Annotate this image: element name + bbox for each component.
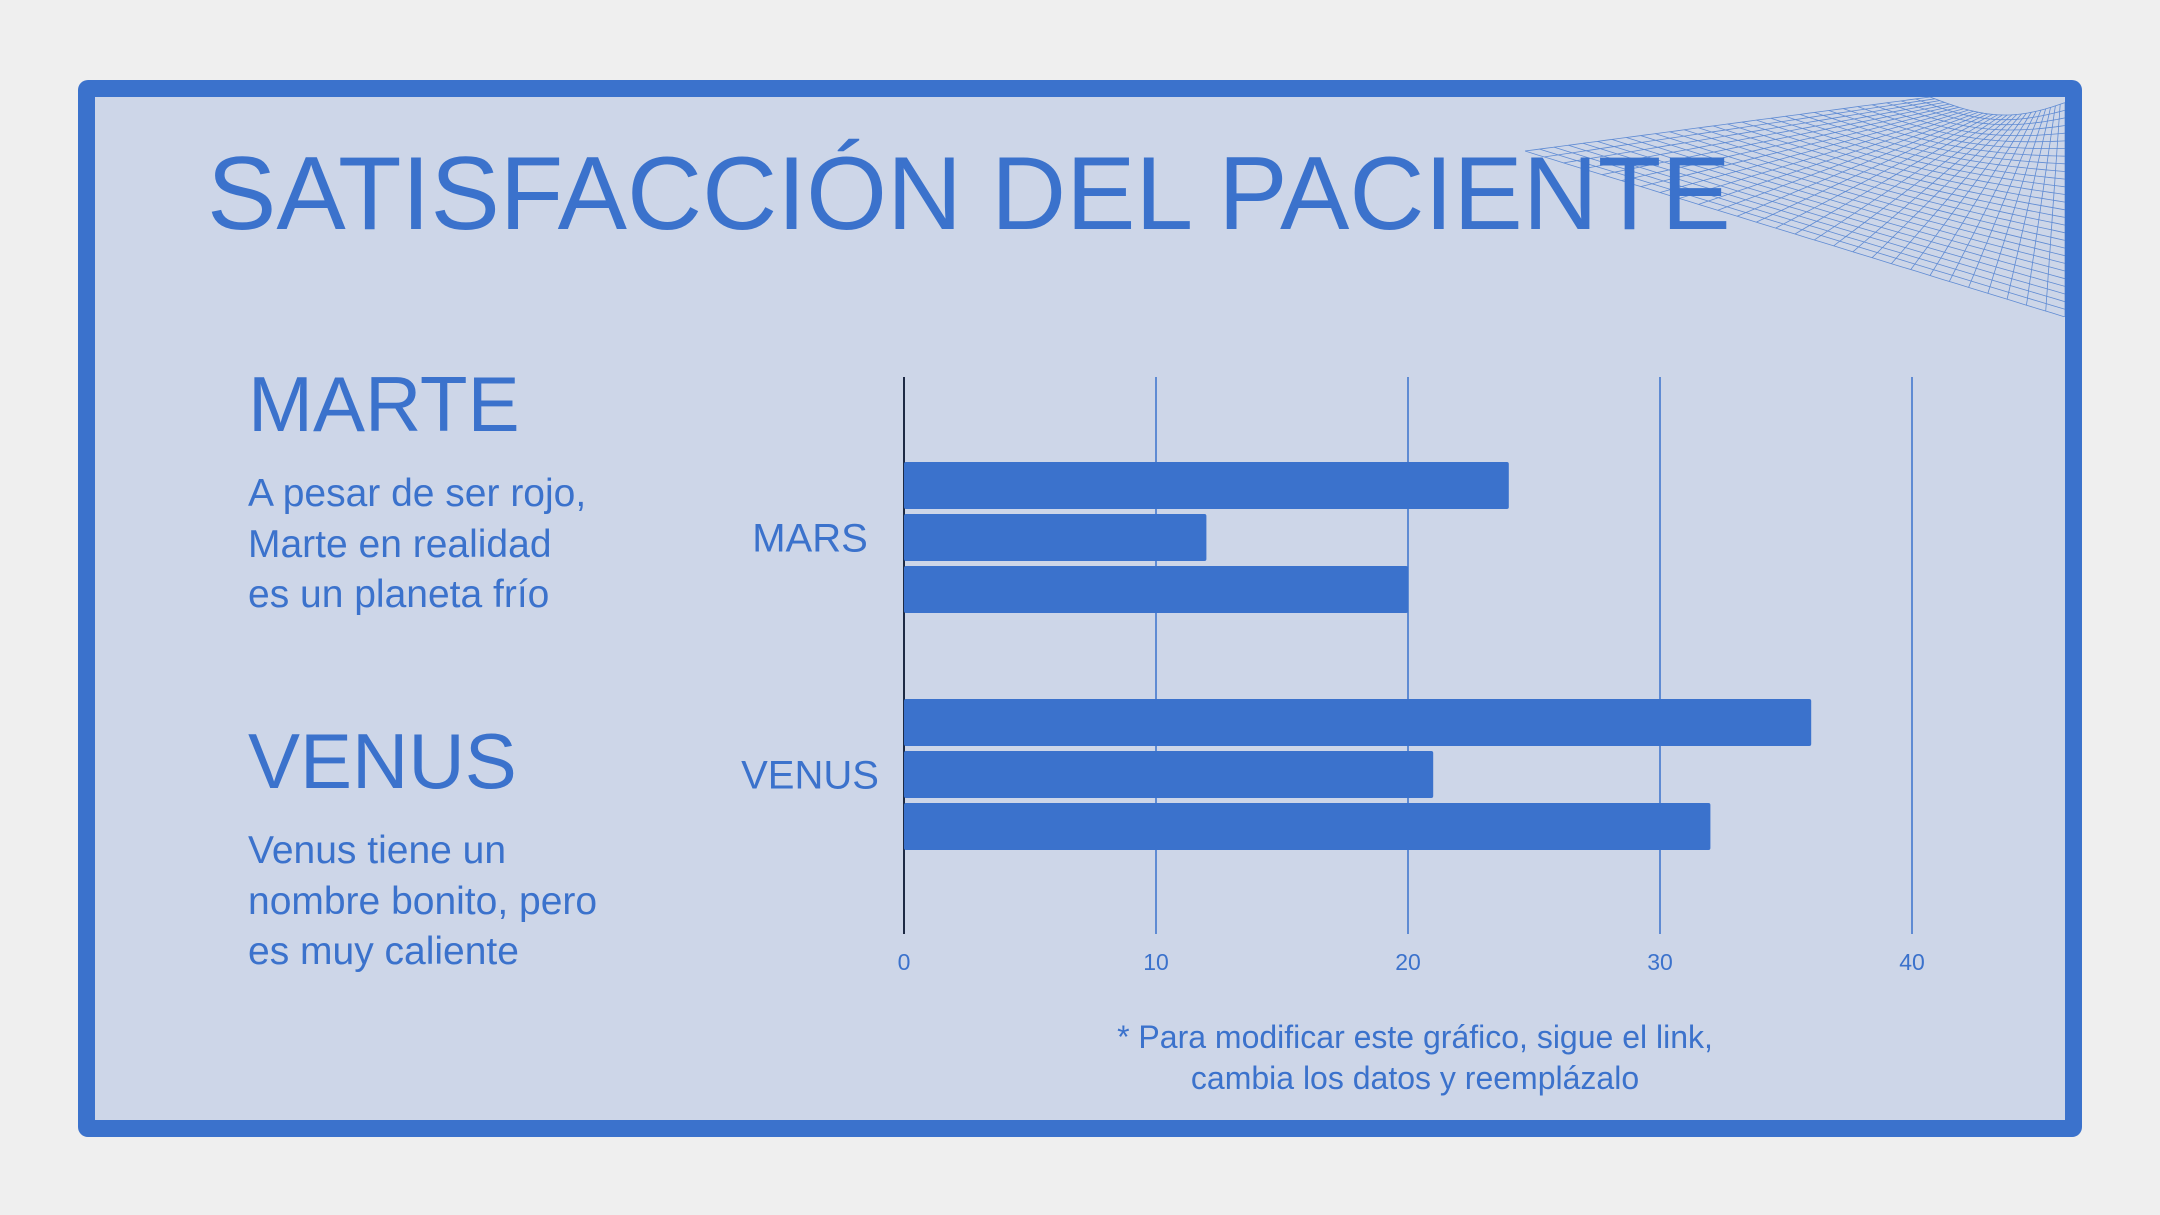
chart-note-line: * Para modificar este gráfico, sigue el … [1117, 1019, 1713, 1055]
mars-description-line: Marte en realidad [248, 522, 552, 566]
page-title: SATISFACCIÓN DEL PACIENTE [207, 136, 1731, 252]
mars-description-line: es un planeta frío [248, 573, 550, 617]
category-label: MARS [752, 517, 868, 561]
bar-mars-2 [904, 514, 1207, 561]
venus-description-line: nombre bonito, pero [248, 879, 598, 923]
wire-mesh-decoration [1525, 97, 2065, 317]
category-label: VENUS [741, 754, 879, 798]
mars-heading: MARTE [248, 360, 520, 448]
mars-description-line: A pesar de ser rojo, [248, 472, 587, 515]
x-tick-label: 40 [1899, 949, 1925, 975]
slide: SATISFACCIÓN DEL PACIENTE MARTE A pesar … [78, 80, 2082, 1137]
x-tick-label: 10 [1143, 949, 1169, 975]
mars-description: A pesar de ser rojo, Marte en realidad e… [248, 469, 668, 621]
bar-chart: 0 10 20 30 40 MARS VENUS [741, 377, 1925, 975]
bar-venus-2 [904, 751, 1434, 798]
chart-note: * Para modificar este gráfico, sigue el … [1015, 1017, 1815, 1098]
venus-heading: VENUS [248, 717, 517, 805]
bar-mars-3 [904, 566, 1408, 613]
bar-venus-1 [904, 699, 1812, 746]
chart-note-line: cambia los datos y reemplázalo [1190, 1059, 1640, 1096]
venus-description-line: es muy caliente [248, 930, 519, 974]
x-tick-label: 20 [1395, 949, 1421, 975]
wire-mesh-lines [1525, 97, 2065, 317]
venus-description-line: Venus tiene un [248, 829, 507, 872]
venus-description: Venus tiene un nombre bonito, pero es mu… [248, 826, 668, 978]
x-tick-label: 0 [898, 949, 911, 975]
bar-mars-1 [904, 462, 1509, 509]
x-tick-label: 30 [1647, 949, 1673, 975]
bar-venus-3 [904, 803, 1711, 850]
